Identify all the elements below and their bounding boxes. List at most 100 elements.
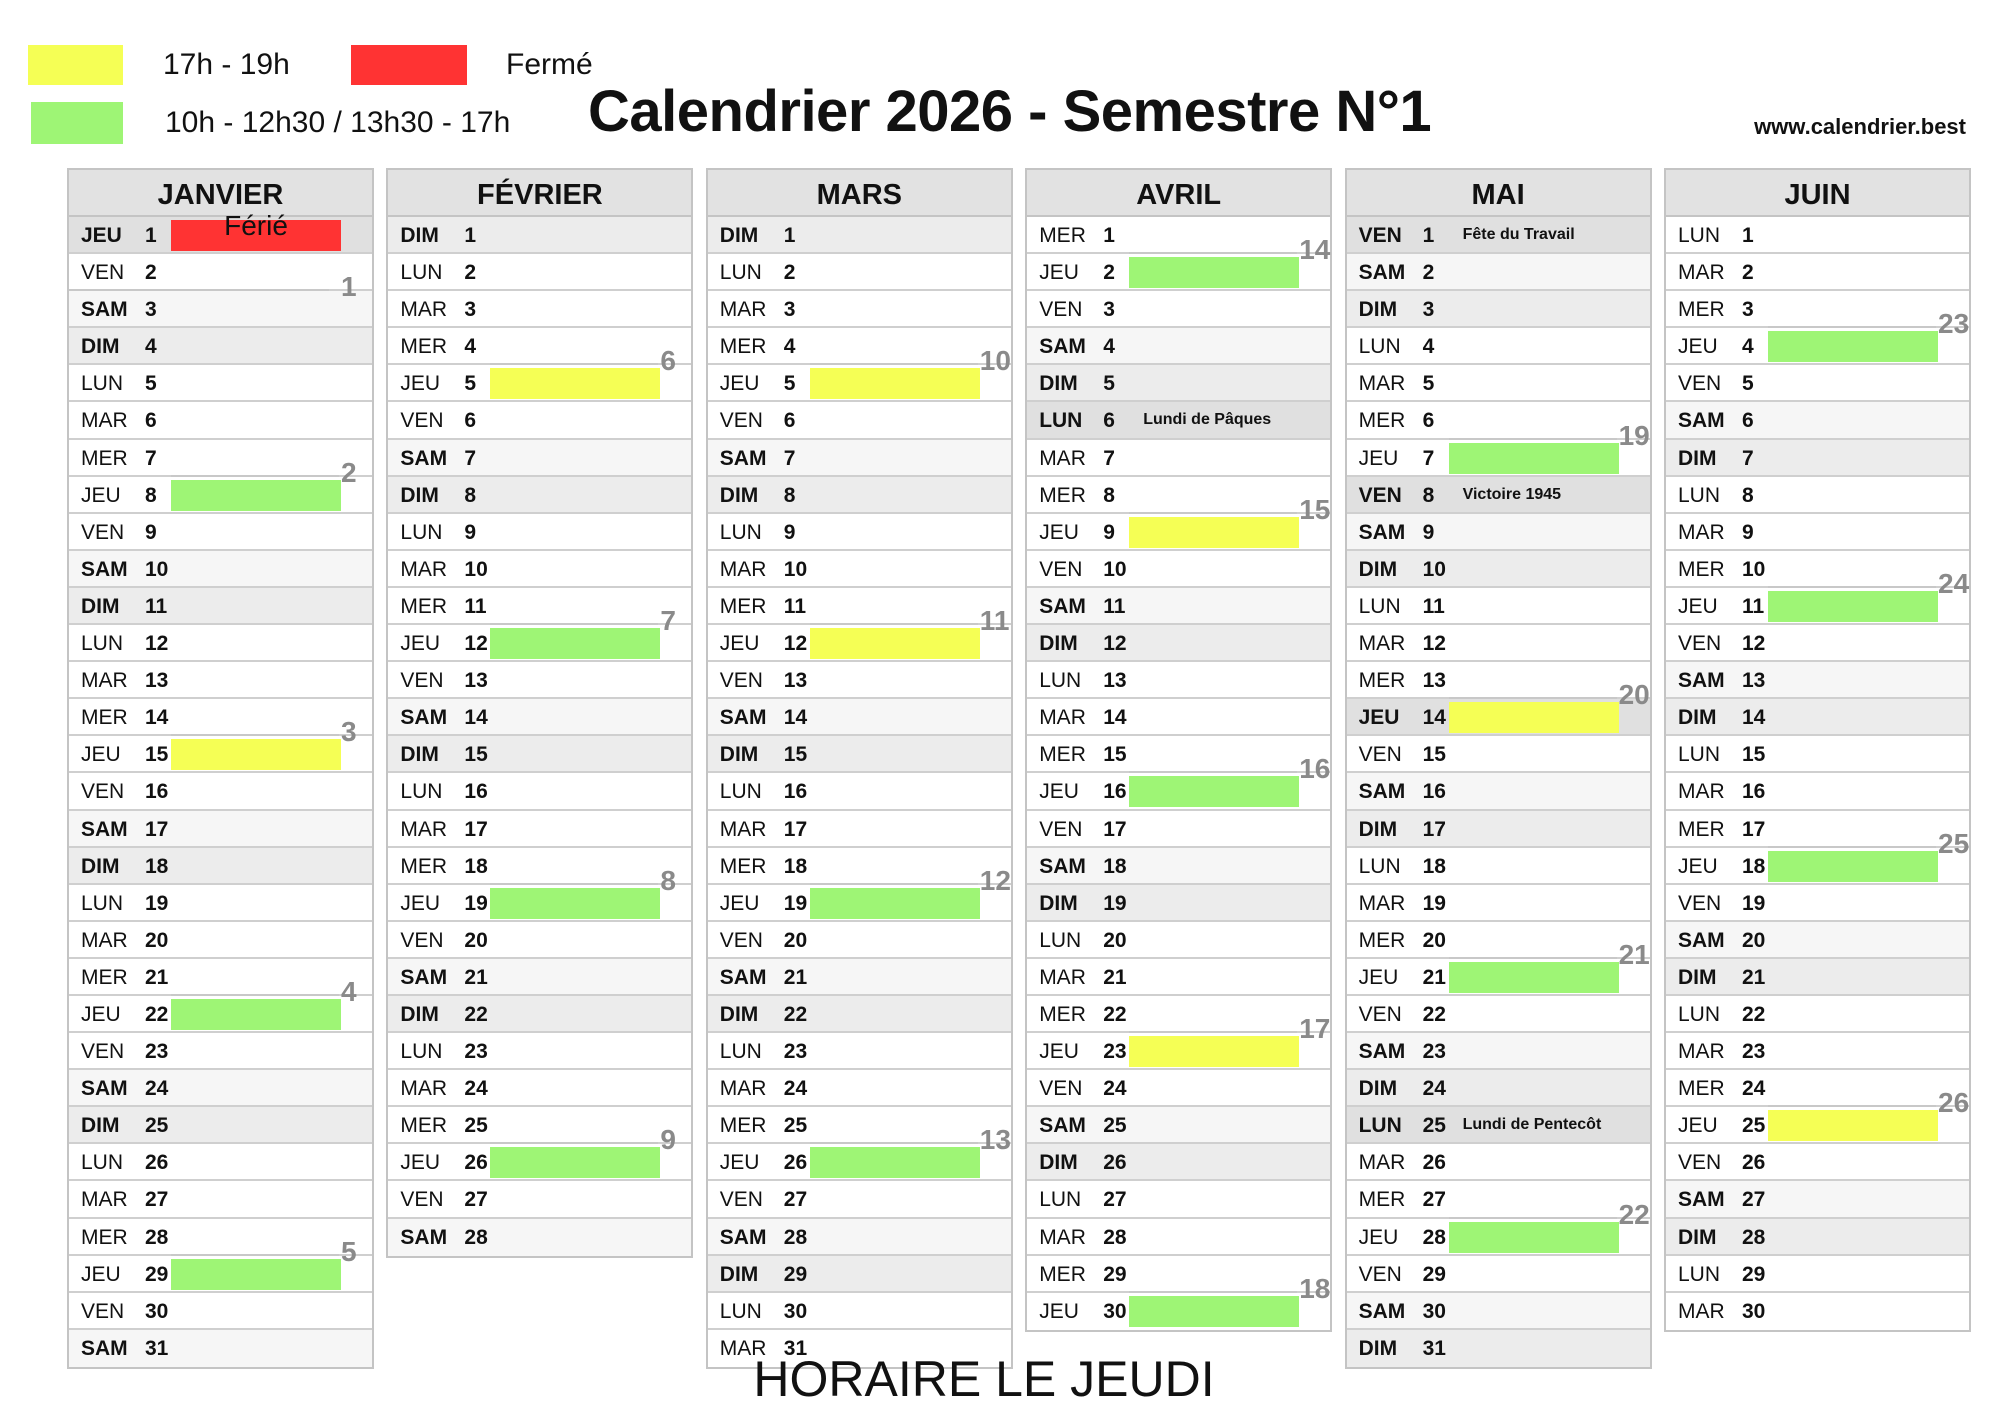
day-number: 24 xyxy=(145,1077,169,1101)
day-number: 31 xyxy=(1422,1336,1446,1360)
day-row: MAR 10 xyxy=(707,551,1011,588)
day-number: 25 xyxy=(1422,1114,1446,1138)
weekday-label: SAM xyxy=(400,446,448,470)
weekday-label: DIM xyxy=(1039,1151,1078,1175)
day-row: DIM 8 xyxy=(707,476,1011,514)
day-row: DIM 14 xyxy=(1666,699,1969,737)
day-row: MER 11 xyxy=(707,588,1011,626)
weekday-label: MER xyxy=(1039,743,1086,767)
day-number: 22 xyxy=(783,1002,808,1026)
weekday-label: MER xyxy=(1358,1188,1406,1212)
weekday-label: DIM xyxy=(719,483,759,507)
weekday-label: MAR xyxy=(1039,446,1086,470)
weekday-label: MER xyxy=(81,446,128,470)
day-number: 26 xyxy=(1103,1151,1127,1175)
day-number: 27 xyxy=(464,1188,488,1212)
day-row: SAM 31 xyxy=(69,1329,372,1367)
month-header: JUIN xyxy=(1666,170,1969,217)
legend-label-closed: Fermé xyxy=(506,48,593,81)
weekday-label: VEN xyxy=(1358,483,1402,507)
week-number: 16 xyxy=(1299,753,1331,785)
weekday-label: DIM xyxy=(81,854,120,878)
month-header: FÉVRIER xyxy=(388,170,692,217)
day-number: 27 xyxy=(1422,1188,1446,1212)
weekday-label: LUN xyxy=(1039,409,1083,433)
weekday-label: SAM xyxy=(1678,928,1725,952)
day-number: 17 xyxy=(1742,817,1766,841)
week-divider xyxy=(809,1142,978,1145)
weekday-label: VEN xyxy=(1039,1077,1083,1101)
day-row: MAR 16 xyxy=(1666,773,1969,811)
weekday-label: MER xyxy=(400,854,448,878)
day-number: 7 xyxy=(1742,446,1754,470)
day-number: 3 xyxy=(1742,298,1754,322)
day-row: DIM 22 xyxy=(388,995,692,1034)
day-row: JEU 8 2 xyxy=(69,457,372,514)
weekday-label: JEU xyxy=(1039,261,1079,285)
day-number: 11 xyxy=(1103,594,1126,618)
day-row: MAR 24 xyxy=(707,1070,1011,1108)
day-number: 23 xyxy=(145,1040,169,1064)
day-row: VEN 12 xyxy=(1666,625,1969,663)
day-number: 30 xyxy=(783,1299,808,1323)
day-row: LUN 1 xyxy=(1666,217,1969,255)
hours-bar-yellow xyxy=(1129,516,1300,548)
day-number: 10 xyxy=(464,557,488,581)
day-row: MER 14 xyxy=(69,699,372,737)
hours-bar-green xyxy=(1129,1295,1300,1327)
hours-bar-green xyxy=(1129,776,1300,808)
day-row: VEN 5 xyxy=(1666,365,1969,403)
week-number: 8 xyxy=(660,864,676,896)
day-row: MER 25 xyxy=(707,1107,1011,1145)
week-divider xyxy=(1129,511,1298,514)
day-number: 7 xyxy=(145,446,157,470)
weekday-label: DIM xyxy=(719,224,759,247)
day-row: DIM 22 xyxy=(707,995,1011,1034)
day-row: MER 4 xyxy=(388,328,692,366)
day-row: SAM 27 xyxy=(1666,1181,1969,1219)
day-number: 8 xyxy=(1422,483,1435,507)
week-number: 10 xyxy=(979,345,1011,377)
weekday-label: LUN xyxy=(400,261,443,285)
day-number: 14 xyxy=(145,706,169,730)
day-number: 20 xyxy=(145,928,169,952)
weekday-label: MAR xyxy=(81,409,128,433)
day-number: 19 xyxy=(1103,891,1127,915)
day-row: DIM 3 xyxy=(1346,291,1650,329)
weekday-label: VEN xyxy=(1358,743,1402,767)
week-number: 14 xyxy=(1299,234,1331,266)
day-row: DIM 8 xyxy=(388,476,692,514)
day-number: 10 xyxy=(783,557,808,581)
day-row: MER 7 xyxy=(69,440,372,477)
weekday-label: MAR xyxy=(1678,1299,1725,1323)
day-row: MAR 30 xyxy=(1666,1293,1969,1330)
weekday-label: VEN xyxy=(1358,1002,1402,1026)
day-number: 13 xyxy=(464,669,488,693)
weekday-label: VEN xyxy=(81,780,125,804)
day-row: VEN 24 xyxy=(1027,1070,1331,1108)
weekday-label: MAR xyxy=(719,817,767,841)
day-row: MER 21 xyxy=(69,959,372,996)
weekday-label: VEN xyxy=(719,928,763,952)
hours-bar-yellow xyxy=(809,628,980,660)
day-number: 31 xyxy=(145,1336,169,1360)
weekday-label: JEU xyxy=(1039,1299,1079,1323)
weekday-label: DIM xyxy=(719,1002,759,1026)
day-row: JEU 18 25 xyxy=(1666,828,1969,885)
weekday-label: LUN xyxy=(1039,928,1082,952)
day-number: 8 xyxy=(1742,483,1754,507)
weekday-label: MAR xyxy=(1678,261,1725,285)
website-link[interactable]: www.calendrier.best xyxy=(1754,114,1966,139)
day-row: LUN 13 xyxy=(1027,662,1331,700)
week-divider xyxy=(1768,585,1936,588)
day-number: 16 xyxy=(145,780,169,804)
week-number: 6 xyxy=(660,345,676,377)
day-number: 9 xyxy=(1103,520,1115,544)
weekday-label: MER xyxy=(1039,483,1086,507)
day-number: 20 xyxy=(464,928,488,952)
day-number: 21 xyxy=(464,965,488,989)
weekday-label: DIM xyxy=(1039,372,1078,396)
month-column-janvier: JANVIER JEU 1 Férié VEN 2 SAM 3 1 DIM 4 LUN 5 MAR 6 MER… xyxy=(67,168,374,1369)
day-number: 30 xyxy=(1742,1299,1766,1323)
day-row: JEU 19 12 xyxy=(707,865,1011,922)
